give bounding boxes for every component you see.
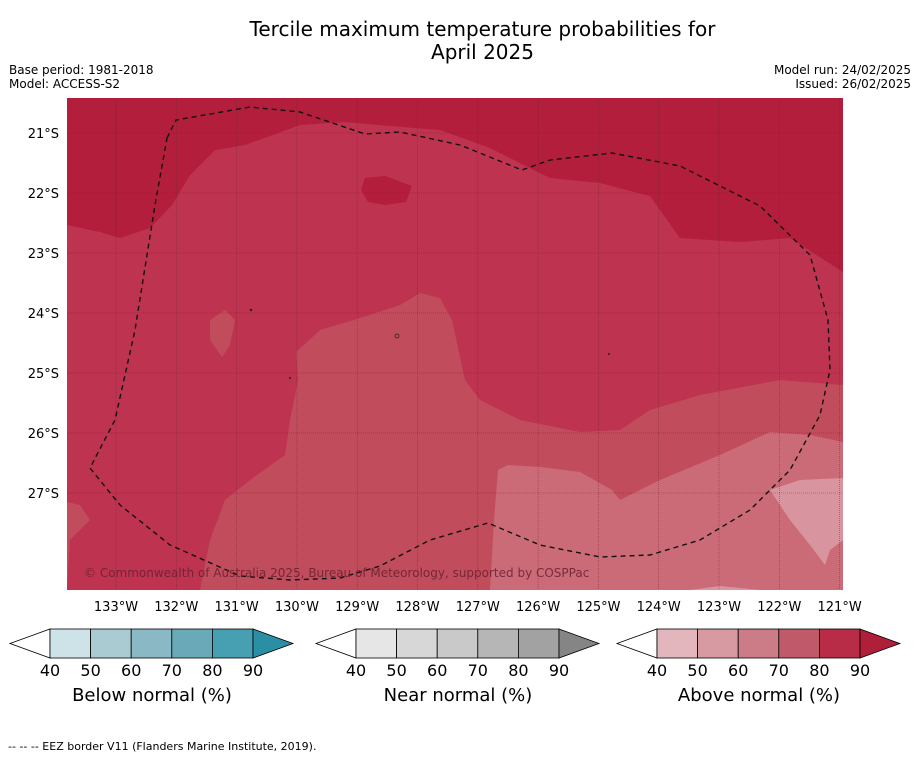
colorbar-tick-label: 60 — [427, 661, 447, 680]
colorbar-segment — [656, 628, 698, 659]
meta-right: Model run: 24/02/2025 Issued: 26/02/2025 — [774, 63, 911, 91]
title-line-2: April 2025 — [431, 40, 534, 64]
lon-label: 126°W — [516, 600, 560, 615]
copyright-text: © Commonwealth of Australia 2025, Bureau… — [84, 566, 589, 580]
lat-label: 23°S — [28, 247, 59, 262]
colorbar-tick-label: 70 — [162, 661, 182, 680]
colorbar-tick-label: 50 — [386, 661, 406, 680]
colorbar-segment — [737, 628, 780, 659]
lat-label: 22°S — [28, 187, 59, 202]
colorbar-tick-label: 40 — [40, 661, 60, 680]
colorbar: 40 50 60 70 80 90 — [615, 628, 902, 680]
colorbar-tick-label: 60 — [728, 661, 748, 680]
lon-label: 128°W — [395, 600, 439, 615]
colorbar-low-extend — [615, 628, 658, 659]
lat-label: 24°S — [28, 307, 59, 322]
base-period: Base period: 1981-2018 — [9, 63, 154, 77]
issued-date: Issued: 26/02/2025 — [795, 77, 911, 91]
above-normal-label: Above normal (%) — [677, 685, 841, 706]
region-50-60 — [690, 478, 843, 590]
colorbar-tick-label: 50 — [687, 661, 707, 680]
lat-label: 25°S — [28, 367, 59, 382]
lon-label: 124°W — [637, 600, 681, 615]
colorbar-segment — [49, 628, 91, 659]
colorbar-segment — [130, 628, 173, 659]
colorbar-tick-label: 90 — [243, 661, 263, 680]
colorbar-high-extend — [558, 628, 601, 659]
colorbar-tick-label: 80 — [809, 661, 829, 680]
lat-label: 21°S — [28, 127, 59, 142]
colorbar-tick-label: 80 — [202, 661, 222, 680]
colorbar-tick-label: 80 — [508, 661, 528, 680]
lon-label: 122°W — [757, 600, 801, 615]
chart-title: Tercile maximum temperature probabilitie… — [0, 18, 919, 64]
colorbar: 40 50 60 70 80 90 — [8, 628, 295, 680]
colorbar-segment — [396, 628, 438, 659]
lon-label: 129°W — [335, 600, 379, 615]
colorbar-tick-label: 70 — [468, 661, 488, 680]
grid-lines — [67, 98, 843, 590]
colorbar-tick-label: 90 — [850, 661, 870, 680]
colorbar: 40 50 60 70 80 90 — [314, 628, 601, 680]
colorbar-segment — [211, 628, 254, 659]
lon-label: 132°W — [154, 600, 198, 615]
colorbar-tick-label: 40 — [346, 661, 366, 680]
region-90-island — [361, 176, 412, 205]
footnote: -- -- -- EEZ border V11 (Flanders Marine… — [8, 740, 317, 753]
colorbar-segment — [819, 628, 861, 659]
colorbar-segment — [436, 628, 479, 659]
colorbar-tick-label: 60 — [121, 661, 141, 680]
colorbar-low-extend — [8, 628, 51, 659]
lon-label: 123°W — [697, 600, 741, 615]
lon-label: 127°W — [456, 600, 500, 615]
colorbar-segment — [778, 628, 820, 659]
colorbar-tick-label: 50 — [80, 661, 100, 680]
below-normal-label: Below normal (%) — [72, 685, 232, 706]
lon-label: 121°W — [818, 600, 862, 615]
colorbar-segment — [697, 628, 739, 659]
meta-left: Base period: 1981-2018 Model: ACCESS-S2 — [9, 63, 154, 91]
probability-field — [67, 98, 843, 590]
colorbar-segment — [355, 628, 397, 659]
colorbar-tick-label: 70 — [769, 661, 789, 680]
longitude-labels: 133°W 132°W 131°W 130°W 129°W 128°W 127°W 126°W… — [94, 600, 862, 615]
colorbar-segment — [477, 628, 519, 659]
colorbar-tick-label: 90 — [549, 661, 569, 680]
colorbar-segment — [171, 628, 213, 659]
model-run: Model run: 24/02/2025 — [773, 63, 911, 77]
small-islands — [249, 308, 610, 379]
model-name: Model: ACCESS-S2 — [9, 77, 121, 91]
lat-label: 27°S — [28, 487, 59, 502]
eez-border — [89, 106, 831, 581]
colorbars: 40 50 60 70 80 90 40 50 60 70 80 90 40 50 60 70 80 90 — [8, 628, 902, 680]
colorbar-high-extend — [859, 628, 902, 659]
lon-label: 130°W — [275, 600, 319, 615]
region-60-70 — [490, 432, 843, 590]
lon-label: 125°W — [576, 600, 620, 615]
lon-label: 133°W — [94, 600, 138, 615]
lon-label: 131°W — [215, 600, 259, 615]
colorbar-low-extend — [314, 628, 357, 659]
lat-label: 26°S — [28, 427, 59, 442]
colorbar-high-extend — [252, 628, 295, 659]
colorbar-segment — [90, 628, 132, 659]
colorbar-tick-label: 40 — [647, 661, 667, 680]
latitude-labels: 21°S 22°S 23°S 24°S 25°S 26°S 27°S — [28, 127, 59, 502]
title-line-1: Tercile maximum temperature probabilitie… — [249, 17, 716, 41]
colorbar-segment — [518, 628, 560, 659]
near-normal-label: Near normal (%) — [383, 685, 533, 706]
